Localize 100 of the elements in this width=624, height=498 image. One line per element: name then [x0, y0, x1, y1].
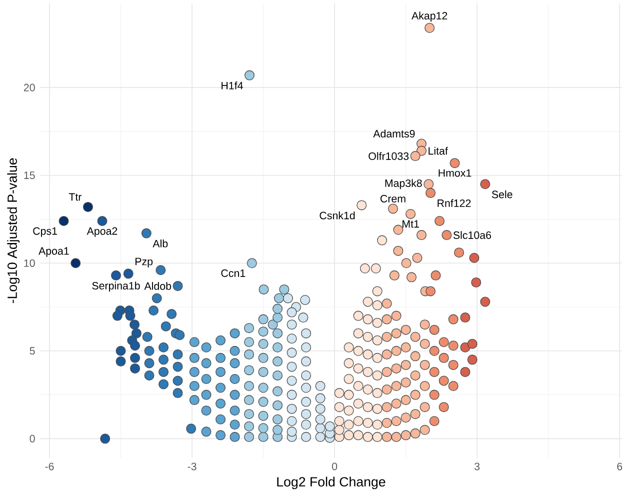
- annotation: Apoa1: [38, 247, 69, 257]
- point: [258, 382, 268, 393]
- point: [400, 395, 411, 406]
- point: [315, 423, 326, 434]
- point: [429, 324, 440, 335]
- point: [201, 342, 212, 352]
- point: [315, 432, 326, 442]
- point: [344, 420, 354, 430]
- point: [246, 258, 257, 268]
- point: [258, 396, 268, 407]
- point: [362, 384, 373, 395]
- point: [438, 352, 449, 363]
- point: [279, 284, 290, 294]
- point: [244, 395, 254, 406]
- point: [272, 312, 283, 323]
- point: [230, 390, 240, 400]
- annotation: Apoa2: [86, 227, 118, 237]
- point: [301, 342, 312, 352]
- point: [410, 409, 420, 420]
- point: [258, 326, 268, 337]
- point: [410, 332, 420, 342]
- point: [301, 409, 312, 420]
- x-tick-label: 3: [474, 462, 480, 470]
- point: [315, 404, 326, 414]
- point: [360, 263, 370, 274]
- point: [216, 414, 226, 424]
- point: [216, 335, 226, 346]
- annotation: Litaf: [428, 146, 448, 155]
- point: [410, 351, 420, 362]
- point: [112, 310, 122, 321]
- point: [362, 349, 373, 360]
- point: [372, 370, 382, 380]
- x-tick-label: 6: [617, 462, 622, 470]
- annotation: Serpina1b: [92, 282, 140, 292]
- point: [377, 235, 388, 246]
- point: [272, 386, 283, 396]
- point: [362, 296, 373, 307]
- annotation: Sele: [492, 190, 512, 198]
- point: [189, 352, 200, 363]
- point: [244, 323, 254, 334]
- annotation: Aldob: [144, 282, 172, 290]
- point: [116, 356, 126, 366]
- point: [438, 376, 449, 386]
- point: [130, 363, 140, 374]
- point: [201, 390, 212, 400]
- point: [298, 312, 308, 323]
- point: [286, 320, 297, 330]
- point: [406, 208, 416, 219]
- point: [272, 328, 283, 338]
- point: [268, 320, 278, 330]
- point: [400, 342, 411, 352]
- point: [70, 258, 81, 268]
- point: [272, 304, 283, 314]
- point: [97, 216, 108, 226]
- point: [420, 338, 430, 349]
- point: [125, 310, 136, 321]
- point: [460, 312, 470, 323]
- point: [216, 430, 226, 440]
- point: [467, 354, 478, 365]
- point: [480, 179, 490, 190]
- point: [382, 314, 392, 324]
- point: [382, 432, 392, 442]
- point: [353, 416, 364, 426]
- point: [244, 381, 254, 392]
- point: [388, 204, 398, 214]
- point: [286, 307, 297, 318]
- annotation: Slc10a6: [453, 231, 492, 239]
- point: [426, 188, 436, 198]
- point: [230, 374, 240, 384]
- point: [244, 432, 254, 442]
- point: [438, 402, 449, 412]
- annotation: Pzp: [136, 258, 153, 268]
- point: [286, 390, 297, 400]
- point: [372, 404, 382, 414]
- point: [172, 280, 183, 291]
- point: [286, 404, 297, 414]
- point: [344, 374, 354, 384]
- point: [301, 328, 312, 338]
- point: [438, 337, 449, 348]
- point: [382, 418, 392, 428]
- y-tick-label: 15: [24, 172, 35, 180]
- point: [324, 421, 335, 432]
- point: [471, 277, 482, 288]
- point: [353, 310, 364, 321]
- point: [362, 366, 373, 377]
- point: [216, 382, 226, 393]
- point: [272, 342, 283, 352]
- point: [372, 388, 382, 398]
- point: [156, 265, 166, 276]
- annotation: Mt1: [402, 220, 419, 228]
- point: [382, 402, 392, 412]
- point: [158, 379, 169, 390]
- y-tick-label: 20: [24, 84, 35, 92]
- point: [448, 360, 458, 370]
- point: [353, 398, 364, 409]
- point: [420, 381, 430, 392]
- point: [158, 342, 169, 352]
- point: [434, 216, 445, 226]
- point: [272, 356, 283, 366]
- point: [230, 358, 240, 368]
